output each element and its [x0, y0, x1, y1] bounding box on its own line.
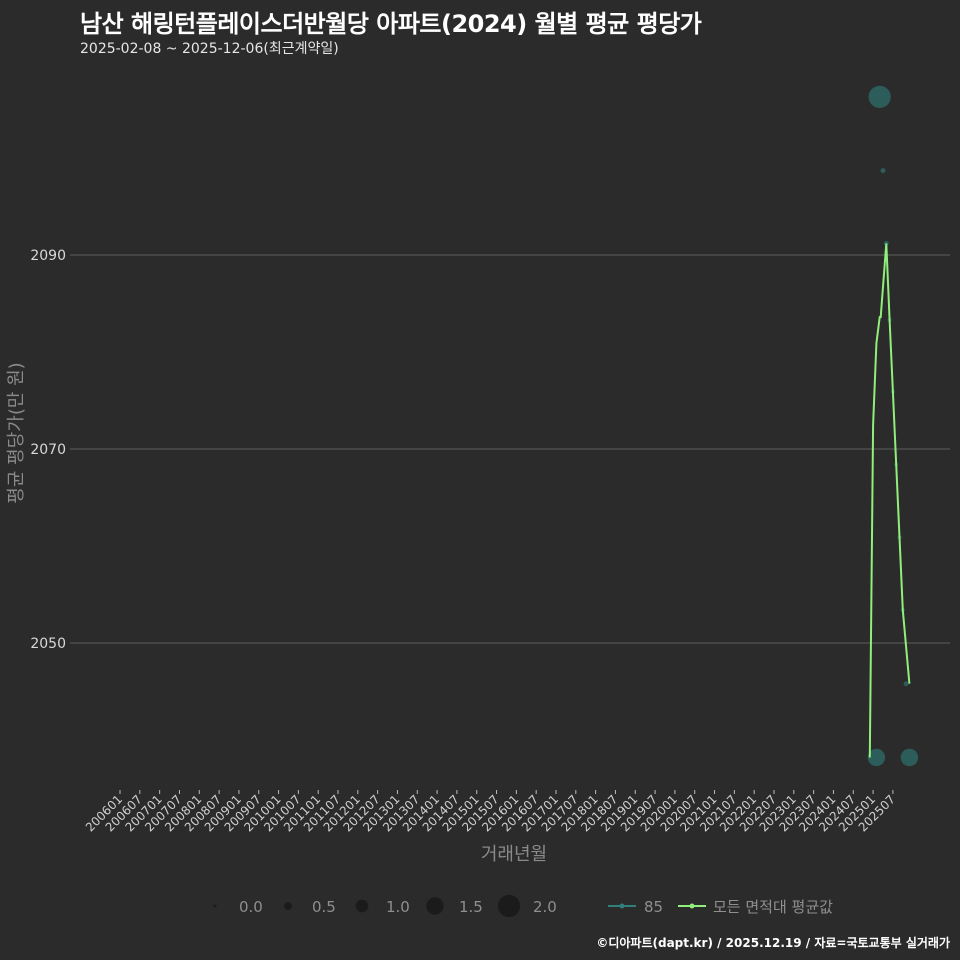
x-axis-title: 거래년월 [481, 844, 547, 865]
size-legend-label: 2.0 [533, 898, 557, 916]
y-tick-label: 2050 [30, 636, 66, 652]
size-legend-label: 1.0 [386, 898, 410, 916]
size-legend-key [355, 899, 369, 913]
data-point-85 [903, 681, 909, 687]
size-legend-key [213, 904, 217, 908]
data-point-85 [900, 748, 919, 767]
data-point-85 [868, 85, 891, 108]
legend-label-average: 모든 면적대 평균값 [713, 898, 833, 916]
caption: ©디아파트(dapt.kr) / 2025.12.19 / 자료=국토교통부 실… [596, 936, 950, 950]
chart-subtitle: 2025-02-08 ~ 2025-12-06(최근계약일) [80, 41, 339, 57]
legend-key-85-point [619, 903, 625, 909]
y-tick-label: 2070 [30, 442, 66, 458]
chart-title: 남산 해링턴플레이스더반월당 아파트(2024) 월별 평균 평당가 [80, 10, 702, 38]
size-legend-label: 0.5 [312, 898, 336, 916]
y-axis-title: 평균 평당가(만 원) [6, 362, 27, 503]
size-legend-key [284, 902, 292, 910]
size-legend-key [497, 894, 521, 918]
size-legend-label: 1.5 [459, 898, 483, 916]
size-legend-key [426, 897, 444, 915]
series-line-average [868, 243, 911, 758]
size-legend-label: 0.0 [239, 898, 263, 916]
data-point-85 [880, 168, 886, 174]
legend-key-average-point [689, 903, 695, 909]
legend-label-85: 85 [644, 898, 663, 916]
data-point-85 [867, 748, 886, 767]
y-tick-label: 2090 [30, 248, 66, 264]
